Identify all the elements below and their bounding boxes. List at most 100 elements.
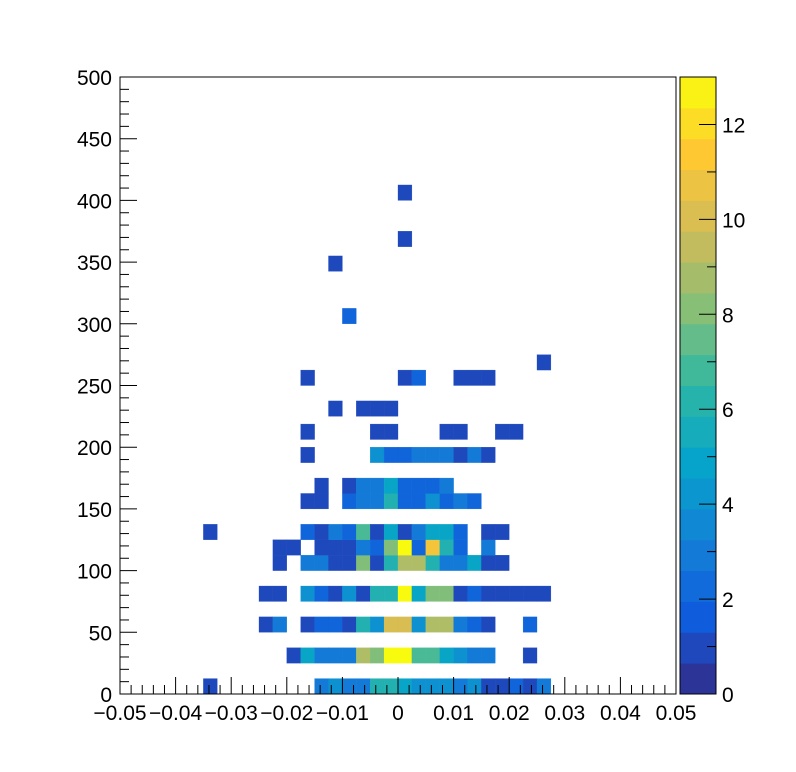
x-tick-label: −0.01 bbox=[316, 702, 369, 725]
x-tick-label: −0.03 bbox=[205, 702, 258, 725]
heatmap-bin bbox=[328, 647, 343, 664]
heatmap-bin bbox=[383, 524, 399, 540]
heatmap-bin bbox=[411, 524, 426, 540]
heatmap-bin bbox=[453, 555, 468, 571]
heatmap-bin bbox=[314, 493, 329, 510]
x-tick-label: 0.04 bbox=[600, 702, 641, 725]
heatmap-bin bbox=[467, 616, 482, 633]
heatmap-bin bbox=[467, 447, 482, 463]
heatmap-bin bbox=[481, 539, 496, 556]
heatmap-bin bbox=[370, 423, 385, 440]
heatmap-bin bbox=[439, 647, 454, 664]
heatmap-bin bbox=[342, 585, 357, 602]
heatmap-bin bbox=[411, 447, 426, 463]
heatmap-bin bbox=[397, 184, 413, 201]
heatmap-bin bbox=[536, 585, 552, 602]
color-scale-band bbox=[680, 323, 716, 356]
heatmap-bin bbox=[397, 539, 413, 556]
heatmap-bin bbox=[425, 447, 440, 463]
y-tick-label: 250 bbox=[77, 376, 112, 399]
heatmap-bin bbox=[481, 447, 496, 463]
heatmap-bin bbox=[411, 539, 426, 556]
heatmap-bin bbox=[411, 647, 426, 664]
color-scale-band bbox=[680, 354, 716, 386]
heatmap-bin bbox=[370, 493, 385, 510]
heatmap-bin bbox=[383, 400, 399, 417]
heatmap-bin bbox=[397, 524, 413, 540]
heatmap-bin bbox=[328, 585, 343, 602]
heatmap-bin bbox=[370, 555, 385, 571]
heatmap-bin bbox=[425, 678, 440, 695]
heatmap-bin bbox=[467, 647, 482, 664]
x-tick-label: 0.05 bbox=[656, 702, 697, 725]
heatmap-bin bbox=[342, 493, 357, 510]
heatmap-bin bbox=[453, 447, 468, 463]
heatmap-bin bbox=[481, 369, 496, 386]
heatmap-bin bbox=[383, 647, 399, 664]
heatmap-bin bbox=[439, 477, 454, 494]
x-tick-label: −0.05 bbox=[93, 702, 146, 725]
x-tick-label: 0.01 bbox=[433, 702, 474, 725]
heatmap-bin bbox=[481, 585, 496, 602]
heatmap-bin bbox=[356, 647, 371, 664]
heatmap-bin bbox=[356, 678, 371, 695]
heatmap-bin bbox=[272, 555, 287, 571]
heatmap-bin bbox=[328, 616, 343, 633]
color-scale-tick-label: 8 bbox=[722, 304, 734, 327]
heatmap-bin bbox=[397, 555, 413, 571]
heatmap-bin bbox=[370, 477, 385, 494]
heatmap-bin bbox=[522, 616, 538, 633]
heatmap-bin bbox=[495, 678, 510, 695]
color-scale: 0 2 4 6 8 10 12 bbox=[679, 76, 745, 707]
heatmap-bin bbox=[300, 369, 315, 386]
heatmap-bin bbox=[314, 524, 329, 540]
y-tick-label: 150 bbox=[77, 499, 112, 522]
color-scale-tick-label: 12 bbox=[722, 114, 745, 137]
heatmap-bin bbox=[272, 539, 287, 556]
heatmap-bin bbox=[522, 585, 538, 602]
heatmap-bin bbox=[370, 524, 385, 540]
heatmap-bin bbox=[356, 616, 371, 633]
heatmap-bin bbox=[383, 555, 399, 571]
heatmap-bin bbox=[397, 369, 413, 386]
heatmap-bin bbox=[509, 678, 524, 695]
heatmap-bin bbox=[314, 539, 329, 556]
heatmap-bin bbox=[411, 585, 426, 602]
heatmap-bin bbox=[481, 616, 496, 633]
heatmap-bin bbox=[411, 555, 426, 571]
heatmap-bin bbox=[356, 539, 371, 556]
heatmap-bin bbox=[453, 539, 468, 556]
heatmap-bin bbox=[272, 616, 287, 633]
heatmap-bin bbox=[453, 524, 468, 540]
heatmap-bin bbox=[453, 493, 468, 510]
heatmap-bin bbox=[383, 678, 399, 695]
heatmap-bin bbox=[536, 354, 552, 371]
heatmap-bin bbox=[314, 647, 329, 664]
heatmap-bin bbox=[272, 585, 287, 602]
color-scale-band bbox=[680, 292, 716, 325]
heatmap-bin bbox=[425, 493, 440, 510]
heatmap-bin bbox=[314, 477, 329, 494]
heatmap-bin bbox=[411, 369, 426, 386]
heatmap-bin bbox=[328, 555, 343, 571]
heatmap-bin bbox=[342, 308, 357, 324]
heatmap-bin bbox=[467, 555, 482, 571]
y-tick-label: 350 bbox=[77, 252, 112, 275]
heatmap-bin bbox=[453, 616, 468, 633]
heatmap-bin bbox=[397, 585, 413, 602]
heatmap-bin bbox=[258, 616, 274, 633]
heatmap-bin bbox=[425, 647, 440, 664]
x-tick-label: 0.03 bbox=[544, 702, 585, 725]
heatmap-bin bbox=[356, 400, 371, 417]
heatmap-bin bbox=[300, 423, 315, 440]
heatmap-bin bbox=[383, 616, 399, 633]
heatmap-bin bbox=[300, 524, 315, 540]
heatmap-bin bbox=[467, 369, 482, 386]
color-scale-band bbox=[680, 385, 716, 417]
heatmap-bin bbox=[495, 585, 510, 602]
heatmap-bin bbox=[383, 539, 399, 556]
heatmap-bin bbox=[481, 524, 496, 540]
color-scale-band bbox=[680, 663, 716, 695]
heatmap-bin bbox=[328, 400, 343, 417]
